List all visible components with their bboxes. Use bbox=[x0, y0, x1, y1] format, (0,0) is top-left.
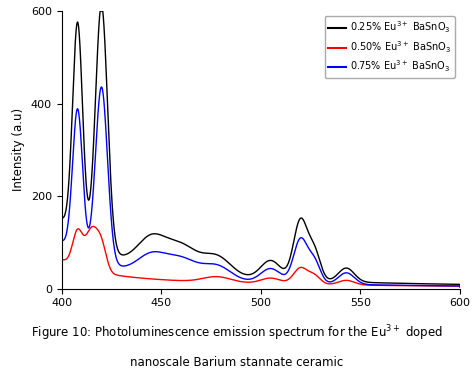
Legend: 0.25% Eu$^{3+}$ BaSnO$_3$, 0.50% Eu$^{3+}$ BaSnO$_3$, 0.75% Eu$^{3+}$ BaSnO$_3$: 0.25% Eu$^{3+}$ BaSnO$_3$, 0.50% Eu$^{3+… bbox=[325, 16, 455, 78]
Text: Figure 10: Photoluminescence emission spectrum for the Eu$^{3+}$ doped: Figure 10: Photoluminescence emission sp… bbox=[31, 323, 443, 343]
Y-axis label: Intensity (a.u): Intensity (a.u) bbox=[12, 108, 25, 191]
Text: nanoscale Barium stannate ceramic: nanoscale Barium stannate ceramic bbox=[130, 356, 344, 369]
